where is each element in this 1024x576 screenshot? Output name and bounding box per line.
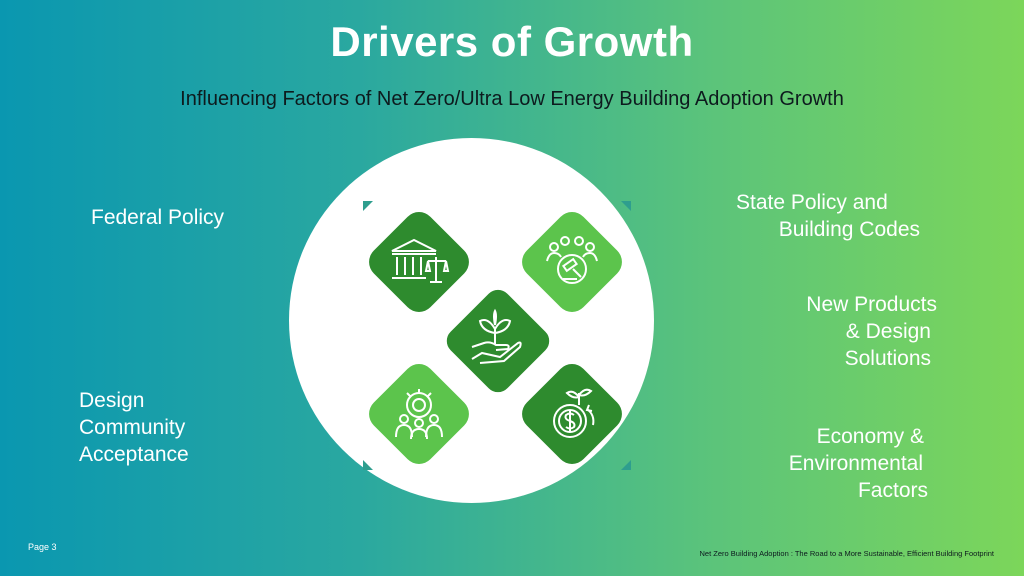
corner-accent-bottom-left — [363, 460, 373, 470]
label-economy: Economy & Environmental Factors — [740, 423, 928, 504]
gavel-community-icon — [546, 236, 598, 284]
label-federal-policy: Federal Policy — [91, 204, 224, 231]
courthouse-scales-icon — [391, 238, 450, 283]
label-new-products: New Products & Design Solutions — [760, 291, 937, 372]
label-line: Factors — [857, 479, 928, 502]
label-line: Building Codes — [778, 218, 920, 241]
label-state-policy: State Policy and Building Codes — [736, 189, 920, 243]
label-line: New Products — [806, 293, 937, 316]
label-line: Community — [79, 416, 186, 439]
corner-accent-top-right — [621, 201, 631, 211]
page-title: Drivers of Growth — [330, 18, 694, 65]
page-subtitle: Influencing Factors of Net Zero/Ultra Lo… — [180, 88, 844, 110]
label-line: Solutions — [844, 347, 931, 370]
page-number: Page 3 — [28, 542, 57, 552]
corner-accent-bottom-right — [621, 460, 631, 470]
label-federal-policy-text: Federal Policy — [91, 206, 225, 229]
money-growth-icon — [553, 388, 595, 438]
label-line: Economy & — [816, 425, 924, 448]
hand-plant-icon — [471, 308, 522, 364]
teamwork-idea-icon — [395, 389, 443, 440]
label-line: Environmental — [788, 452, 923, 475]
label-line: State Policy and — [736, 191, 888, 214]
label-design-community: Design Community Acceptance — [79, 387, 189, 468]
footer-caption: Net Zero Building Adoption : The Road to… — [699, 549, 994, 558]
corner-accent-top-left — [363, 201, 373, 211]
label-line: & Design — [845, 320, 931, 343]
label-line: Acceptance — [79, 443, 189, 466]
label-line: Design — [79, 389, 145, 412]
